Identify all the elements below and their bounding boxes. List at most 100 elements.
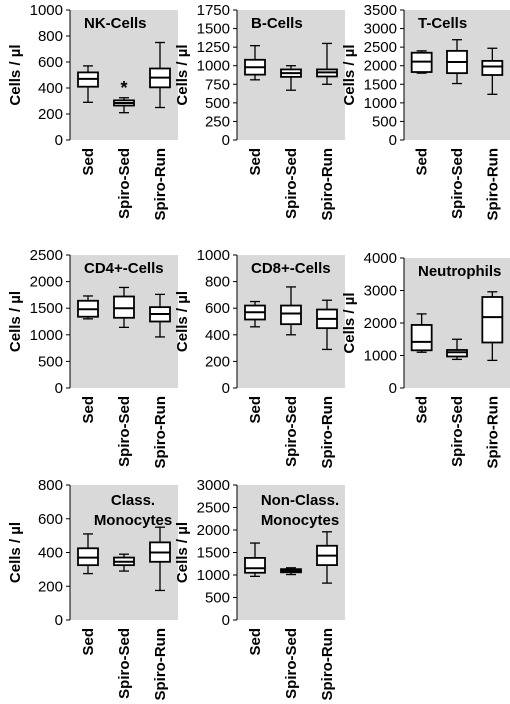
panel-title: CD4+-Cells	[84, 260, 164, 277]
y-tick-label: 500	[205, 95, 230, 112]
box-spiro-run	[149, 526, 171, 592]
box-sed	[244, 300, 266, 328]
y-tick-label: 250	[205, 113, 230, 130]
y-tick-label: 1000	[197, 247, 230, 264]
x-category-label: Spiro-Run	[319, 396, 336, 469]
y-tick-label: 600	[38, 511, 63, 528]
box-iqr	[481, 296, 504, 344]
x-category-label: Spiro-Sed	[283, 148, 300, 219]
panel-title: CD8+-Cells	[251, 260, 331, 277]
y-axis-label: Cells / µl	[7, 44, 24, 105]
chart-panel: 0 1000 2000 3000 4000 Cells / µl Neutrophils Se…	[341, 250, 510, 469]
y-tick-label: 1500	[197, 21, 230, 38]
box-spiro-sed	[113, 286, 135, 329]
chart-panel: 0 200 400 600 800 Cells / µl Class. Monocytes Se…	[7, 477, 178, 701]
y-tick-label: 3000	[364, 21, 397, 38]
x-category-label: Sed	[80, 148, 97, 176]
x-category-label: Spiro-Run	[152, 396, 169, 469]
y-axis-label: Cells / µl	[174, 44, 191, 105]
x-category-label: Sed	[247, 396, 264, 424]
x-category-label: Spiro-Run	[152, 628, 169, 701]
y-tick-label: 400	[38, 545, 63, 562]
y-tick-label: 800	[205, 274, 230, 291]
x-category-label: Sed	[247, 628, 264, 656]
y-tick-label: 1000	[30, 2, 63, 19]
box-spiro-sed	[280, 286, 302, 336]
box-iqr	[280, 304, 302, 326]
y-tick-label: 500	[38, 353, 63, 370]
x-category-label: Sed	[414, 148, 431, 176]
box-spiro-run	[316, 299, 338, 351]
box-spiro-sed	[446, 338, 468, 361]
panel-title: Non-Class.	[261, 492, 339, 509]
box-spiro-run	[149, 41, 171, 109]
y-tick-label: 200	[205, 353, 230, 370]
x-category-label: Spiro-Sed	[283, 396, 300, 467]
panel-title: Monocytes	[94, 512, 172, 529]
panel-title: B-Cells	[251, 15, 303, 32]
x-category-label: Spiro-Run	[152, 148, 169, 221]
x-category-label: Spiro-Sed	[449, 148, 466, 219]
y-axis-label: Cells / µl	[7, 291, 24, 352]
box-sed	[77, 533, 99, 575]
y-tick-label: 800	[38, 28, 63, 45]
y-tick-label: 2500	[197, 500, 230, 517]
y-tick-label: 1000	[197, 58, 230, 75]
y-tick-label: 750	[205, 76, 230, 93]
chart-panel: 0 200 400 600 800 1000 Cells / µl NK-Cells Sed Sp…	[7, 2, 178, 221]
y-tick-label: 1750	[197, 2, 230, 19]
x-category-label: Spiro-Sed	[116, 148, 133, 219]
box-spiro-sed	[280, 65, 302, 91]
y-tick-label: 0	[55, 380, 63, 397]
y-tick-label: 600	[38, 54, 63, 71]
y-tick-label: 200	[38, 578, 63, 595]
y-tick-label: 2000	[364, 315, 397, 332]
x-category-label: Spiro-Sed	[116, 628, 133, 699]
y-axis-label: Cells / µl	[174, 522, 191, 583]
y-tick-label: 600	[205, 300, 230, 317]
x-category-label: Spiro-Sed	[116, 396, 133, 467]
panel-title: Monocytes	[261, 512, 339, 529]
y-tick-label: 1500	[30, 300, 63, 317]
x-category-label: Spiro-Run	[319, 148, 336, 221]
chart-panel: 0 500 1000 1500 2000 2500 Cells / µl CD4+-Cells…	[7, 247, 178, 469]
y-tick-label: 0	[389, 380, 397, 397]
y-tick-label: 500	[372, 113, 397, 130]
box-sed	[244, 542, 266, 577]
box-spiro-run	[149, 293, 171, 338]
panel-title: Neutrophils	[418, 263, 501, 280]
box-sed	[410, 50, 433, 74]
box-iqr	[113, 295, 135, 319]
y-tick-label: 1000	[30, 327, 63, 344]
significance-marker: *	[120, 78, 127, 98]
y-tick-label: 800	[38, 477, 63, 494]
x-category-label: Sed	[414, 396, 431, 424]
y-tick-label: 0	[222, 380, 230, 397]
y-tick-label: 1000	[364, 348, 397, 365]
y-tick-label: 1000	[364, 95, 397, 112]
box-spiro-run	[316, 42, 338, 85]
y-tick-label: 0	[389, 132, 397, 149]
chart-panel: 0 200 400 600 800 1000 Cells / µl CD8+-Cells Sed…	[174, 247, 345, 469]
y-tick-label: 2000	[197, 522, 230, 539]
x-category-label: Spiro-Sed	[283, 628, 300, 699]
x-category-label: Spiro-Run	[484, 396, 501, 469]
y-tick-label: 3500	[364, 2, 397, 19]
y-tick-label: 400	[205, 327, 230, 344]
panel-title: NK-Cells	[84, 15, 147, 32]
y-axis-label: Cells / µl	[341, 44, 358, 105]
box-spiro-sed	[280, 567, 302, 576]
box-spiro-sed	[113, 97, 135, 114]
y-tick-label: 2500	[364, 39, 397, 56]
box-spiro-run	[481, 47, 504, 95]
y-tick-label: 2000	[364, 58, 397, 75]
x-category-label: Sed	[80, 628, 97, 656]
box-sed	[244, 45, 266, 81]
x-category-label: Spiro-Run	[484, 148, 501, 221]
box-iqr	[481, 59, 504, 76]
y-tick-label: 0	[55, 612, 63, 629]
box-iqr	[410, 324, 433, 352]
